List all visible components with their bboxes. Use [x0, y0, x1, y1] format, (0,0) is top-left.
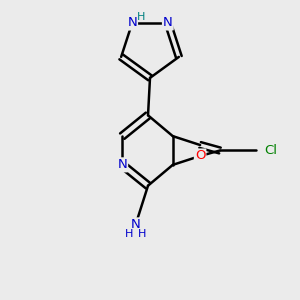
Text: H: H — [137, 12, 145, 22]
Text: H: H — [124, 229, 133, 239]
Text: N: N — [127, 16, 137, 29]
Text: N: N — [131, 218, 140, 231]
Text: O: O — [195, 149, 206, 163]
Text: H: H — [138, 229, 147, 239]
Text: N: N — [163, 16, 173, 29]
Text: Cl: Cl — [265, 144, 278, 157]
Text: N: N — [117, 158, 127, 171]
